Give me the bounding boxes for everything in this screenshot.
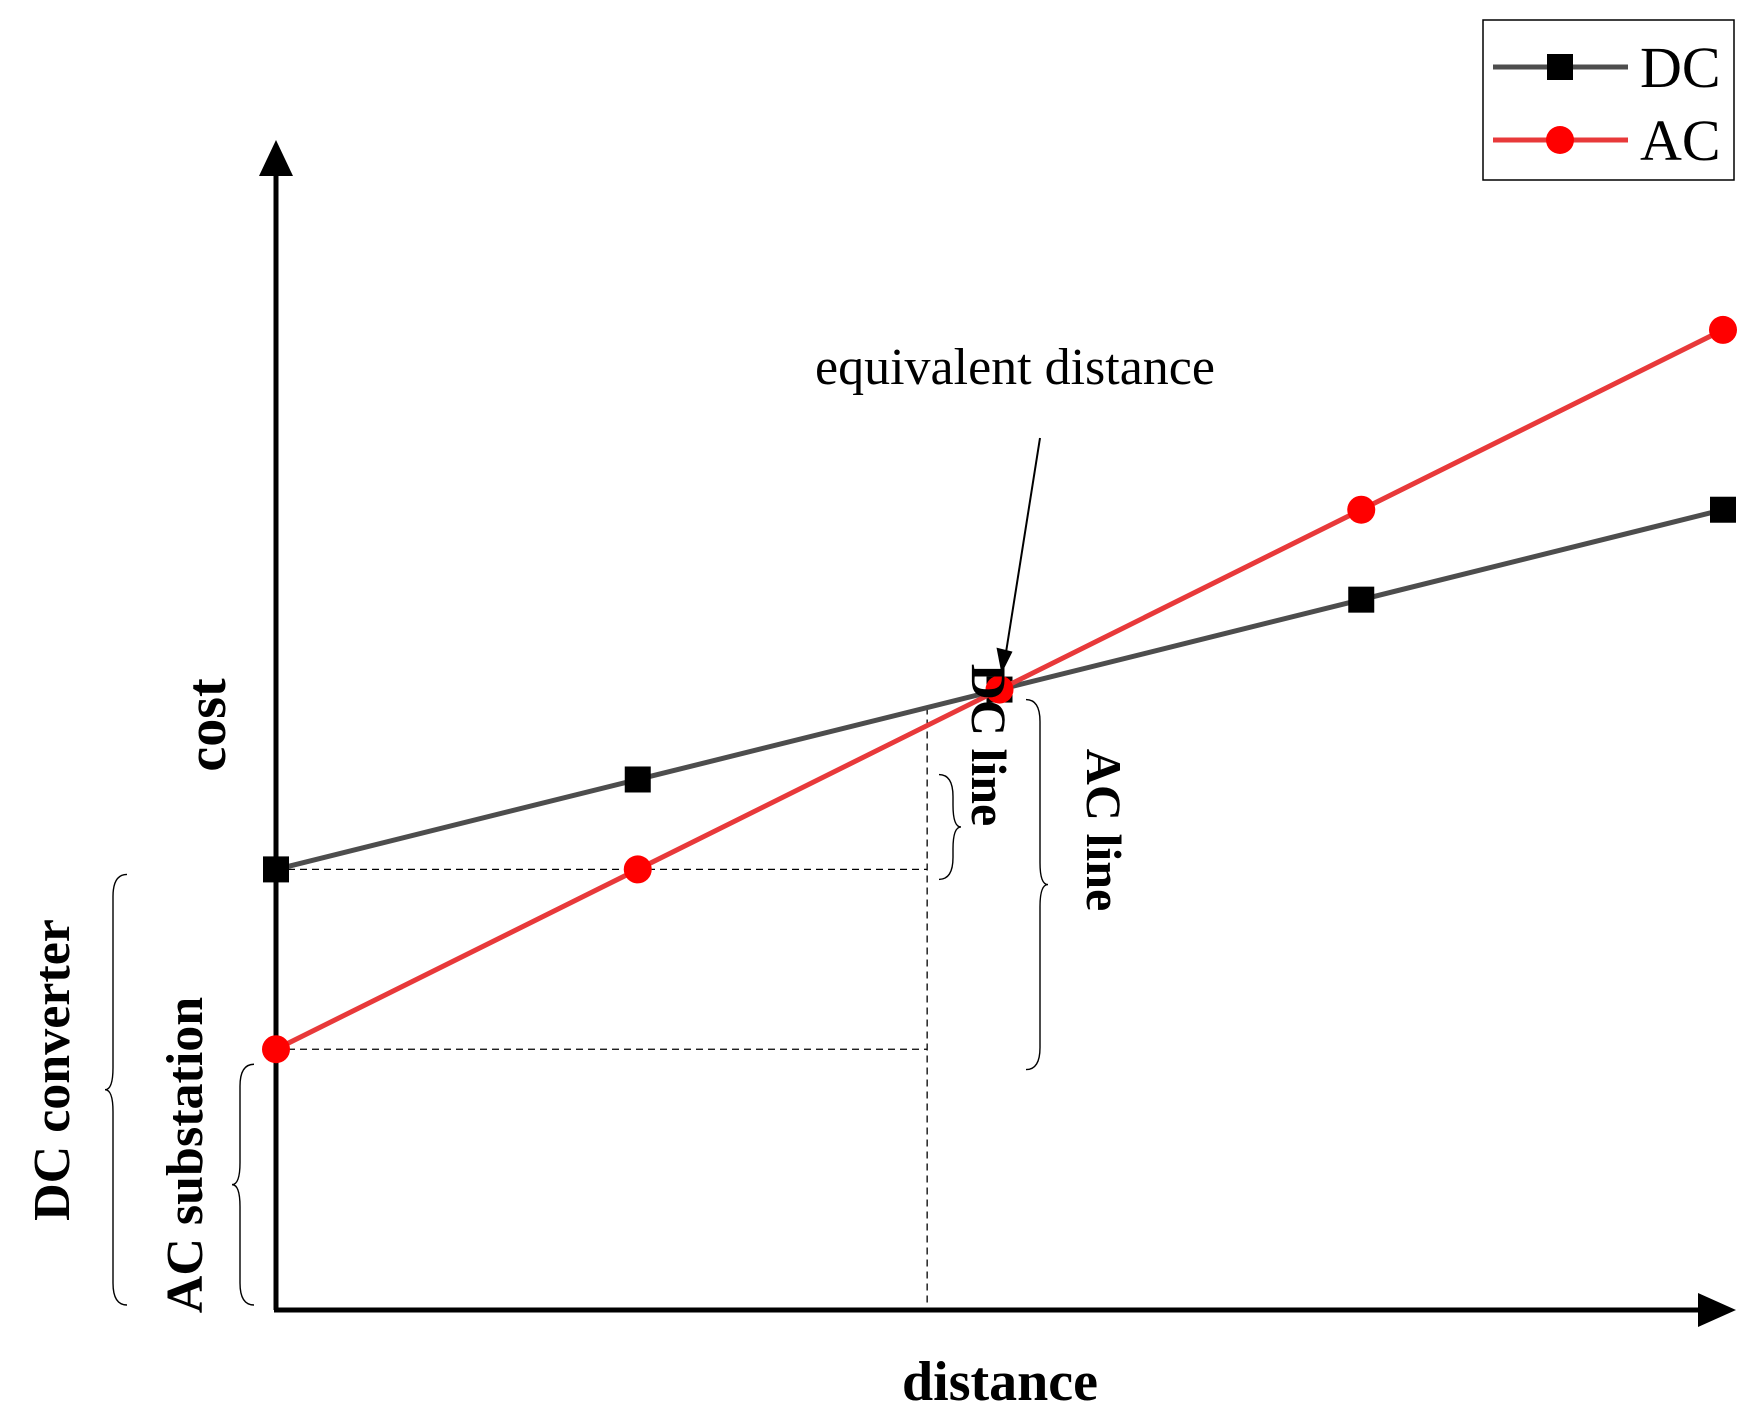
legend-ac-marker xyxy=(1546,126,1574,154)
legend: DC AC xyxy=(1482,19,1735,181)
ac-substation-brace xyxy=(231,1063,255,1306)
legend-dc-label: DC xyxy=(1640,35,1721,100)
dc-converter-label: DC converter xyxy=(24,919,81,1221)
series-dc-point xyxy=(1710,496,1736,523)
series-ac-point xyxy=(985,675,1014,704)
legend-box xyxy=(1482,19,1735,181)
series-ac-point xyxy=(262,1035,290,1064)
equivalent-distance-label: equivalent distance xyxy=(815,339,1215,396)
series-ac-point xyxy=(623,855,652,884)
legend-ac-label: AC xyxy=(1640,108,1721,173)
series-ac-point xyxy=(1709,315,1737,344)
plot-layer xyxy=(259,140,1737,1327)
series-dc-point xyxy=(263,856,289,883)
ac-line-brace xyxy=(1025,698,1049,1071)
dc-line-label: DC line xyxy=(961,664,1017,827)
legend-dc-marker xyxy=(1547,54,1573,80)
ac-substation-label: AC substation xyxy=(157,997,214,1313)
x-axis-label: distance xyxy=(902,1351,1098,1413)
series-dc-point xyxy=(1348,586,1375,613)
y-axis-arrow xyxy=(259,140,293,176)
equivalent-distance-arrow-line xyxy=(1004,437,1041,656)
dc-line-brace xyxy=(938,773,962,881)
dc-converter-brace xyxy=(104,873,128,1306)
series-dc-point xyxy=(624,766,651,793)
y-axis-label: cost xyxy=(176,678,238,772)
series-ac-point xyxy=(1347,495,1376,524)
equivalent-distance-arrowhead xyxy=(996,647,1013,674)
ac-line-label: AC line xyxy=(1076,749,1132,912)
x-axis-arrow xyxy=(1698,1293,1736,1327)
annotation-layer: distance cost equivalent distance DC line AC… xyxy=(24,339,1215,1413)
